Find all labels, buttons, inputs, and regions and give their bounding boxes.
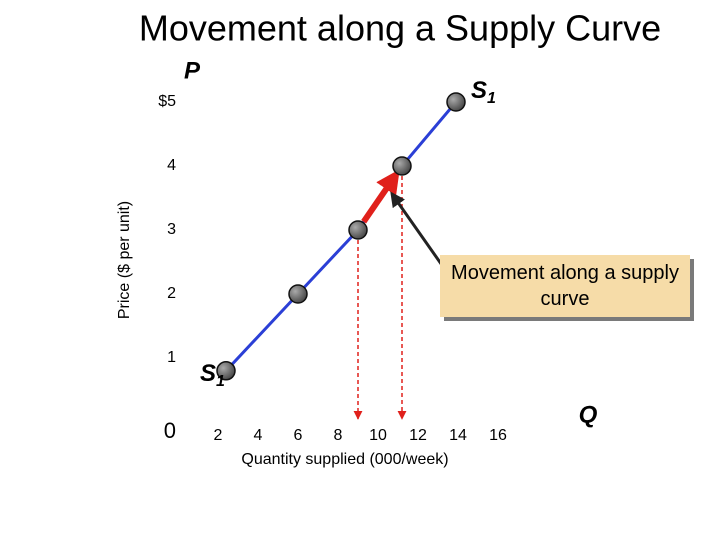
y-tick-label: 3 xyxy=(167,221,176,238)
x-axis-symbol: Q xyxy=(579,401,598,428)
x-tick-label: 8 xyxy=(334,427,343,444)
x-tick-label: 10 xyxy=(369,427,387,444)
x-axis-label: Quantity supplied (000/week) xyxy=(241,451,448,468)
y-axis-symbol: P xyxy=(184,57,201,84)
y-tick-label: 1 xyxy=(167,349,176,366)
x-tick-label: 12 xyxy=(409,427,427,444)
annotation-pointer xyxy=(390,191,446,269)
curve-label-letter: S xyxy=(471,77,487,104)
x-tick-label: 2 xyxy=(214,427,223,444)
curve-label-letter: S xyxy=(200,360,216,387)
chart-title: Movement along a Supply Curve xyxy=(139,8,661,49)
curve-point xyxy=(446,92,466,112)
y-tick-label: $5 xyxy=(158,93,176,110)
x-tick-label: 6 xyxy=(294,427,303,444)
y-tick-label: 2 xyxy=(167,285,176,302)
y-tick-label: 0 xyxy=(164,418,176,443)
curve-label: S1 xyxy=(200,360,225,390)
y-tick-label: 4 xyxy=(167,157,176,174)
curve-point xyxy=(392,156,412,176)
x-tick-label: 14 xyxy=(449,427,467,444)
y-axis-label: Price ($ per unit) xyxy=(116,201,133,319)
annotation-box: Movement along a supply curve xyxy=(440,255,690,317)
movement-arrow xyxy=(361,169,400,224)
curve-label-sub: 1 xyxy=(487,90,496,107)
curve-label-sub: 1 xyxy=(216,373,225,390)
x-tick-label: 16 xyxy=(489,427,507,444)
curve-point xyxy=(348,220,368,240)
curve-point xyxy=(216,361,236,381)
x-tick-label: 4 xyxy=(254,427,263,444)
curve-point xyxy=(288,284,308,304)
curve-label: S1 xyxy=(471,77,496,107)
